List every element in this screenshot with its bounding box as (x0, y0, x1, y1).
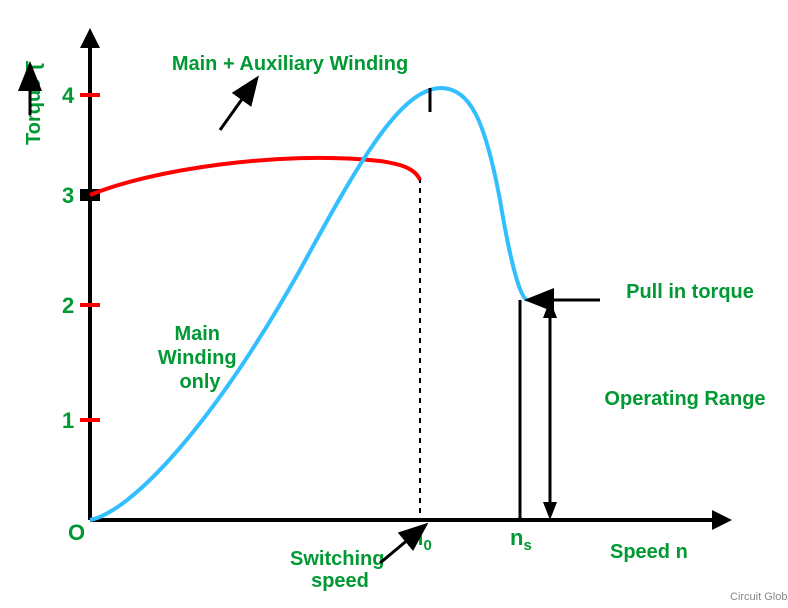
main-only-curve (90, 88, 527, 520)
operating-range-arrow-up (543, 300, 557, 318)
operating-range-arrow-down (543, 502, 557, 520)
ytick-2-label: 2 (62, 293, 74, 318)
operating-range-label: Operating Range (604, 388, 765, 410)
ytick-4-label: 4 (62, 83, 75, 108)
ytick-3-label: 3 (62, 183, 74, 208)
x-axis-arrowhead (712, 510, 732, 530)
switching-speed-label: Switching speed (290, 548, 390, 592)
x-axis-label: Speed n (610, 541, 688, 563)
main-aux-curve (90, 158, 420, 195)
origin-label: O (68, 520, 85, 545)
main-aux-arrow-line (220, 95, 245, 130)
y-axis-label: Torque Ʈ (23, 61, 45, 145)
pull-in-label: Pull in torque (626, 281, 754, 303)
xtick-ns: ns (510, 525, 532, 554)
xtick-n0: n0 (410, 525, 432, 554)
main-aux-label: Main + Auxiliary Winding (172, 53, 408, 75)
y-axis-arrowhead (80, 28, 100, 48)
chart-svg: 1 2 3 4 O Torque Ʈ Speed n n0 ns Main + … (0, 0, 788, 608)
torque-speed-chart: 1 2 3 4 O Torque Ʈ Speed n n0 ns Main + … (0, 0, 788, 608)
footer-text: Circuit Globe (730, 591, 788, 603)
ytick-1-label: 1 (62, 408, 74, 433)
